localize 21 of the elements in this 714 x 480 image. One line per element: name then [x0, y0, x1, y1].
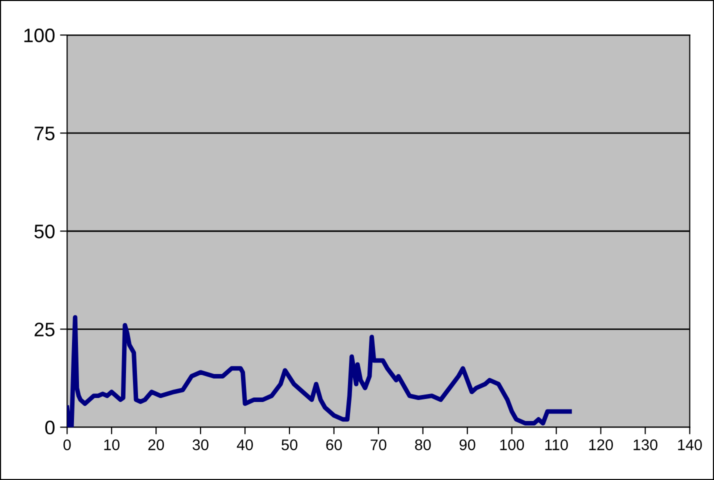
x-tick-label: 130 [634, 439, 658, 450]
x-tick-label: 10 [104, 439, 120, 450]
x-tick-label: 40 [236, 439, 253, 450]
x-tick-label: 70 [370, 439, 386, 450]
x-tick-label: 80 [415, 439, 431, 450]
y-tick-label: 75 [34, 126, 54, 140]
y-tick-label: 0 [45, 420, 55, 434]
y-tick-label: 25 [34, 322, 54, 336]
x-tick-label: 100 [500, 439, 524, 450]
x-tick-label: 30 [192, 439, 208, 450]
x-tick-label: 60 [326, 439, 342, 450]
x-tick-label: 0 [63, 439, 71, 450]
y-tick-label: 100 [24, 28, 55, 42]
x-tick-label: 140 [678, 439, 702, 450]
y-tick-label: 50 [34, 224, 55, 238]
x-tick-label: 50 [282, 439, 298, 450]
line-series [67, 315, 572, 428]
x-tick-label: 120 [589, 439, 613, 450]
x-tick-label: 20 [148, 439, 164, 450]
x-tick-label: 110 [545, 439, 568, 450]
x-tick-label: 90 [460, 439, 476, 450]
